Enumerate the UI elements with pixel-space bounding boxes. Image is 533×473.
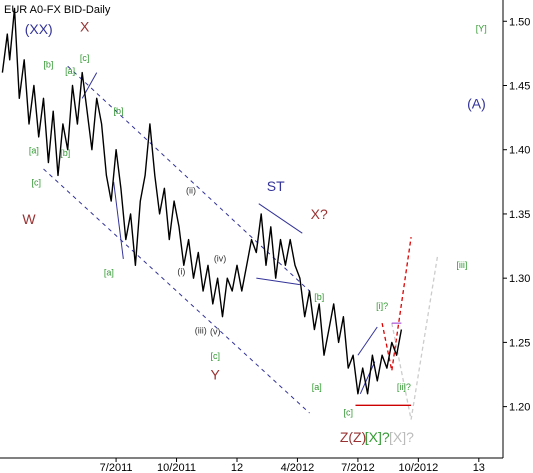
price-layer — [1, 7, 403, 395]
x-tick-label: 13 — [473, 462, 485, 473]
wave-label: [b] — [314, 292, 324, 302]
projection-path — [381, 237, 412, 371]
y-tick-label: 1.35 — [509, 209, 530, 221]
projection-path — [391, 254, 439, 420]
trend-line — [359, 361, 376, 394]
wave-label: W — [22, 211, 36, 227]
projection-layer — [381, 237, 439, 420]
wave-label: (ii) — [186, 185, 196, 195]
wave-label: ST — [267, 178, 285, 194]
x-tick-label: 7/2011 — [100, 462, 133, 473]
x-tick-label: 12 — [231, 462, 243, 473]
wave-label-bottom: [X]? — [365, 429, 390, 445]
y-tick-label: 1.50 — [509, 16, 530, 28]
y-tick-label: 1.45 — [509, 80, 530, 92]
wave-label: [i]? — [376, 301, 388, 311]
annotation-layer: (XX) X [Y] (A) W ST X? Y [b] [a] [c] [b] [a] [b] [c] [a… — [22, 19, 486, 445]
wave-label: [iii] — [456, 260, 467, 270]
wave-label: [b] — [43, 60, 53, 70]
price-series-line — [1, 7, 403, 395]
wave-label: [b] — [60, 148, 70, 158]
y-tick-label: 1.30 — [509, 273, 530, 285]
wave-label: X? — [311, 206, 328, 222]
x-tick-label: 10/2011 — [157, 462, 196, 473]
wave-label: Y — [211, 367, 221, 383]
wave-label: (iv) — [214, 253, 227, 263]
wave-label: (v) — [210, 327, 221, 337]
wave-label: (A) — [467, 96, 486, 112]
wave-label: [a] — [29, 146, 39, 156]
x-tick-label: 4/2012 — [281, 462, 315, 473]
wave-label: (iii) — [195, 325, 207, 335]
y-tick-label: 1.25 — [509, 337, 530, 349]
wave-label: [a] — [65, 66, 75, 76]
trend-line — [357, 326, 378, 356]
wave-label: [b] — [113, 106, 123, 116]
y-tick-label: 1.40 — [509, 145, 530, 157]
wave-label-bottom: [X]? — [389, 429, 414, 445]
trend-line — [67, 65, 310, 292]
y-tick-label: 1.20 — [509, 402, 530, 414]
wave-label: (i) — [177, 266, 185, 276]
wave-label: [c] — [80, 53, 90, 63]
wave-label: [c] — [210, 351, 220, 361]
wave-label-bottom: Z(Z) — [340, 429, 366, 445]
x-tick-label: 10/2012 — [398, 462, 438, 473]
x-tick-label: 7/2012 — [341, 462, 375, 473]
wave-label: [c] — [343, 408, 353, 418]
wave-label: [Y] — [476, 24, 487, 34]
wave-label: X — [80, 19, 90, 35]
wave-label: [a] — [104, 268, 114, 278]
wave-label: [ii]? — [397, 382, 411, 392]
wave-label: [c] — [32, 178, 42, 188]
wave-label: (XX) — [25, 21, 53, 37]
chart-title: EUR A0-FX BID-Daily — [4, 4, 111, 16]
wave-label: [a] — [312, 382, 322, 392]
trend-line — [256, 277, 300, 286]
trend-line — [113, 181, 124, 259]
trend-line — [258, 203, 303, 234]
